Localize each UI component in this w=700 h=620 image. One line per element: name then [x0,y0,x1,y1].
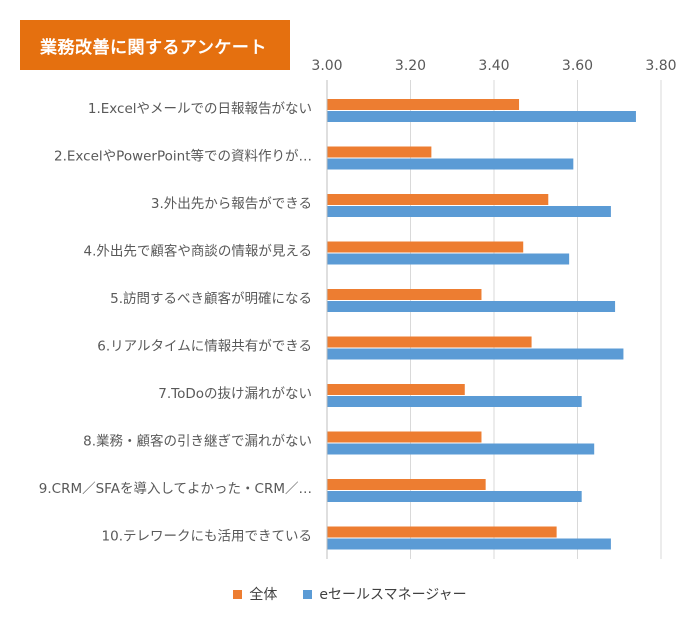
legend-item-all: 全体 [233,584,277,604]
legend-swatch-esales [303,589,313,599]
bar-all [327,384,465,395]
bar-esales [327,538,611,550]
chart-title: 業務改善に関するアンケート [20,20,290,70]
bar-esales [327,253,570,265]
category-label: 3.外出先から報告ができる [151,196,312,212]
x-tick-label: 3.40 [478,58,509,74]
legend: 全体 eセールスマネージャー [0,584,700,604]
bar-esales [327,491,582,502]
category-label: 5.訪問するべき顧客が明確になる [110,290,312,307]
x-tick-label: 3.60 [562,58,593,74]
bar-all [327,431,482,443]
category-label: 8.業務・顧客の引き継ぎで漏れがない [83,432,312,449]
bar-esales [327,443,595,455]
category-label: 7.ToDoの抜け漏れがない [158,386,312,402]
legend-label-esales: eセールスマネージャー [319,587,467,603]
bar-esales [327,158,574,170]
bar-all [327,194,549,205]
bar-esales [327,396,582,407]
bar-all [327,99,520,110]
bar-all [327,146,432,158]
x-tick-label: 3.00 [311,58,342,74]
bar-esales [327,301,616,312]
bar-all [327,289,482,300]
bar-all [327,241,524,253]
x-tick-label: 3.20 [395,58,426,74]
category-label: 6.リアルタイムに情報共有ができる [97,338,312,354]
legend-label-all: 全体 [249,587,278,603]
bar-all [327,479,486,490]
category-label: 1.Excelやメールでの日報報告がない [88,101,312,117]
legend-item-esales: eセールスマネージャー [303,584,467,604]
category-label: 2.ExcelやPowerPoint等での資料作りが… [54,147,312,164]
bar-esales [327,111,636,122]
bar-esales [327,348,624,360]
bar-all [327,336,532,348]
legend-swatch-all [233,589,243,599]
bar-esales [327,206,611,217]
category-label: 10.テレワークにも活用できている [102,528,312,544]
category-label: 9.CRM／SFAを導入してよかった・CRM／… [39,481,312,497]
bar-all [327,526,557,538]
x-tick-label: 3.80 [645,58,676,74]
category-label: 4.外出先で顧客や商談の情報が見える [84,242,312,259]
